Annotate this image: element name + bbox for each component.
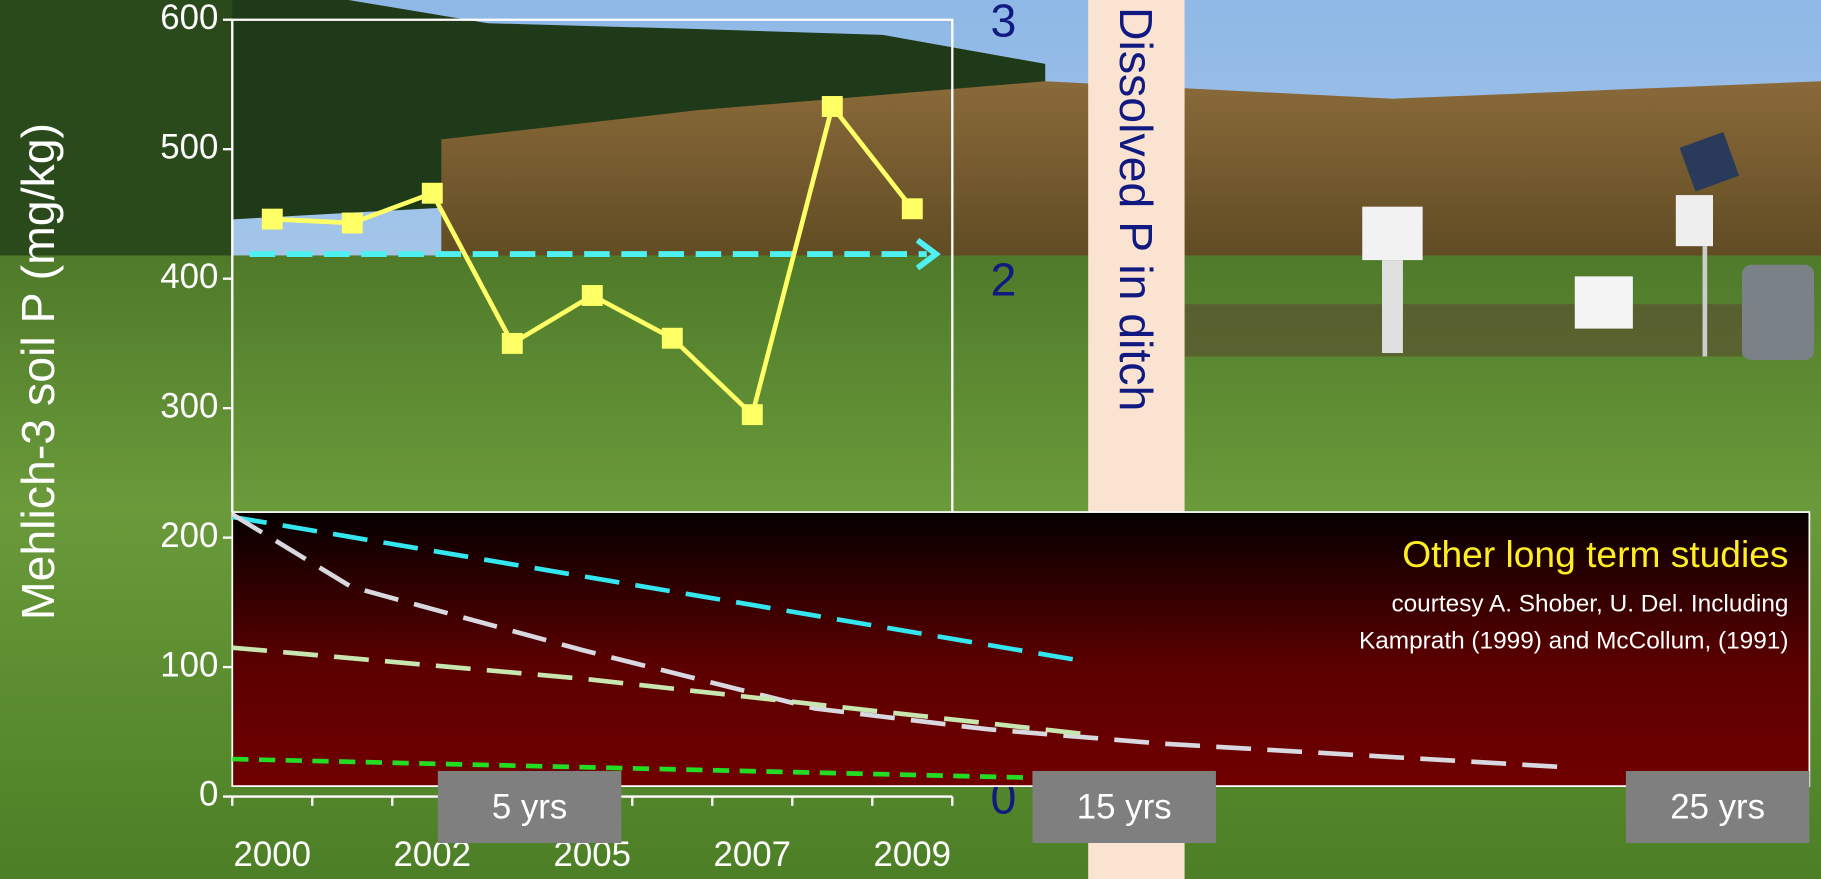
y-tick-label: 200 xyxy=(160,516,218,555)
x-tick-label: 2000 xyxy=(234,835,311,874)
x-tick-label: 5 yrs xyxy=(492,788,567,827)
inset-note: Kamprath (1999) and McCollum, (1991) xyxy=(1359,628,1789,655)
data-marker xyxy=(901,198,923,220)
series-line xyxy=(231,512,1559,770)
inset-chart: Other long term studies courtesy A. Shobe… xyxy=(231,511,1811,844)
data-marker xyxy=(261,208,283,230)
plot-frame xyxy=(231,18,954,513)
y-tick-label: 100 xyxy=(160,645,218,684)
data-marker xyxy=(661,327,683,349)
y-tick-label: 500 xyxy=(160,127,218,166)
y-tick-label: 600 xyxy=(160,0,218,37)
series-line xyxy=(231,514,1089,665)
x-tick-label: 15 yrs xyxy=(1077,788,1172,827)
x-tick-box xyxy=(437,771,622,844)
inset-note: courtesy A. Shober, U. Del. Including xyxy=(1391,590,1788,617)
data-marker xyxy=(581,285,603,306)
x-tick-label: 2007 xyxy=(714,835,791,874)
y-axis-title: Mehlich-3 soil P (mg/kg) xyxy=(12,123,64,620)
series-line xyxy=(232,645,1089,737)
data-marker xyxy=(341,212,363,234)
y2-tick-label: 2 xyxy=(990,254,1016,306)
inset-title: Other long term studies xyxy=(1402,533,1788,575)
x-tick-label: 25 yrs xyxy=(1670,788,1765,827)
y-tick-label: 0 xyxy=(199,775,218,814)
y2-tick-label: 3 xyxy=(990,0,1016,47)
x-tick-box xyxy=(1032,771,1216,844)
data-marker xyxy=(421,182,443,204)
data-marker xyxy=(501,332,523,354)
y-tick-label: 300 xyxy=(160,386,218,425)
data-marker xyxy=(821,96,843,117)
y2-axis-title: Dissolved P in ditch xyxy=(1110,7,1162,411)
reference-arrowhead xyxy=(915,237,941,271)
data-marker xyxy=(741,404,763,426)
x-tick-label: 2009 xyxy=(874,835,951,874)
series-line xyxy=(232,756,1119,783)
y-tick-label: 400 xyxy=(160,257,218,296)
x-tick-box xyxy=(1625,771,1810,844)
